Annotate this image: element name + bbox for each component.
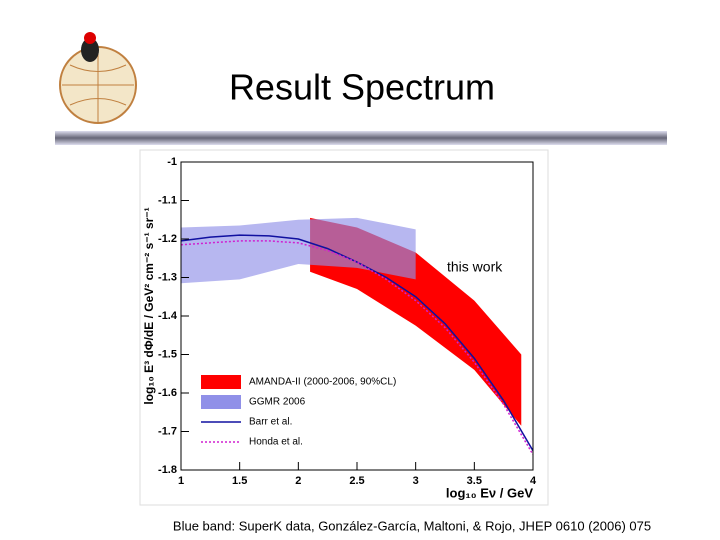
x-tick-label: 1.5 xyxy=(232,475,247,487)
legend-swatch xyxy=(201,395,241,409)
y-tick-label: -1.3 xyxy=(158,271,177,283)
x-tick-label: 2 xyxy=(295,475,301,487)
plot-area xyxy=(181,217,533,455)
y-tick-label: -1 xyxy=(167,156,177,168)
logo xyxy=(59,32,137,124)
y-tick-label: -1.2 xyxy=(158,233,177,245)
caption: Blue band: SuperK data, González-García,… xyxy=(173,518,651,533)
line xyxy=(181,234,533,452)
x-axis-label: log₁₀ Eν / GeV xyxy=(446,485,533,500)
legend-label: GGMR 2006 xyxy=(249,397,306,408)
y-tick-label: -1.8 xyxy=(158,464,177,476)
x-tick-label: 3 xyxy=(413,475,419,487)
decor-stripe xyxy=(55,131,667,145)
y-tick-label: -1.7 xyxy=(158,425,177,437)
slide-title: Result Spectrum xyxy=(229,67,495,108)
y-tick-label: -1.1 xyxy=(158,194,177,206)
band xyxy=(181,217,416,284)
legend-swatch xyxy=(201,375,241,389)
y-tick-label: -1.6 xyxy=(158,387,177,399)
legend-label: Honda et al. xyxy=(249,437,303,448)
y-tick-label: -1.4 xyxy=(158,310,178,322)
band xyxy=(310,217,522,426)
annotation: this work xyxy=(447,259,503,275)
legend-label: AMANDA-II (2000-2006, 90%CL) xyxy=(249,377,396,388)
legend-label: Barr et al. xyxy=(249,417,292,428)
x-tick-label: 3.5 xyxy=(467,475,482,487)
y-tick-label: -1.5 xyxy=(158,348,177,360)
x-tick-label: 4 xyxy=(530,475,537,487)
y-axis-label: log₁₀ E³ dΦ/dE / GeV² cm⁻² s⁻¹ sr⁻¹ xyxy=(142,207,156,404)
x-tick-label: 1 xyxy=(178,475,184,487)
x-tick-label: 2.5 xyxy=(349,475,364,487)
